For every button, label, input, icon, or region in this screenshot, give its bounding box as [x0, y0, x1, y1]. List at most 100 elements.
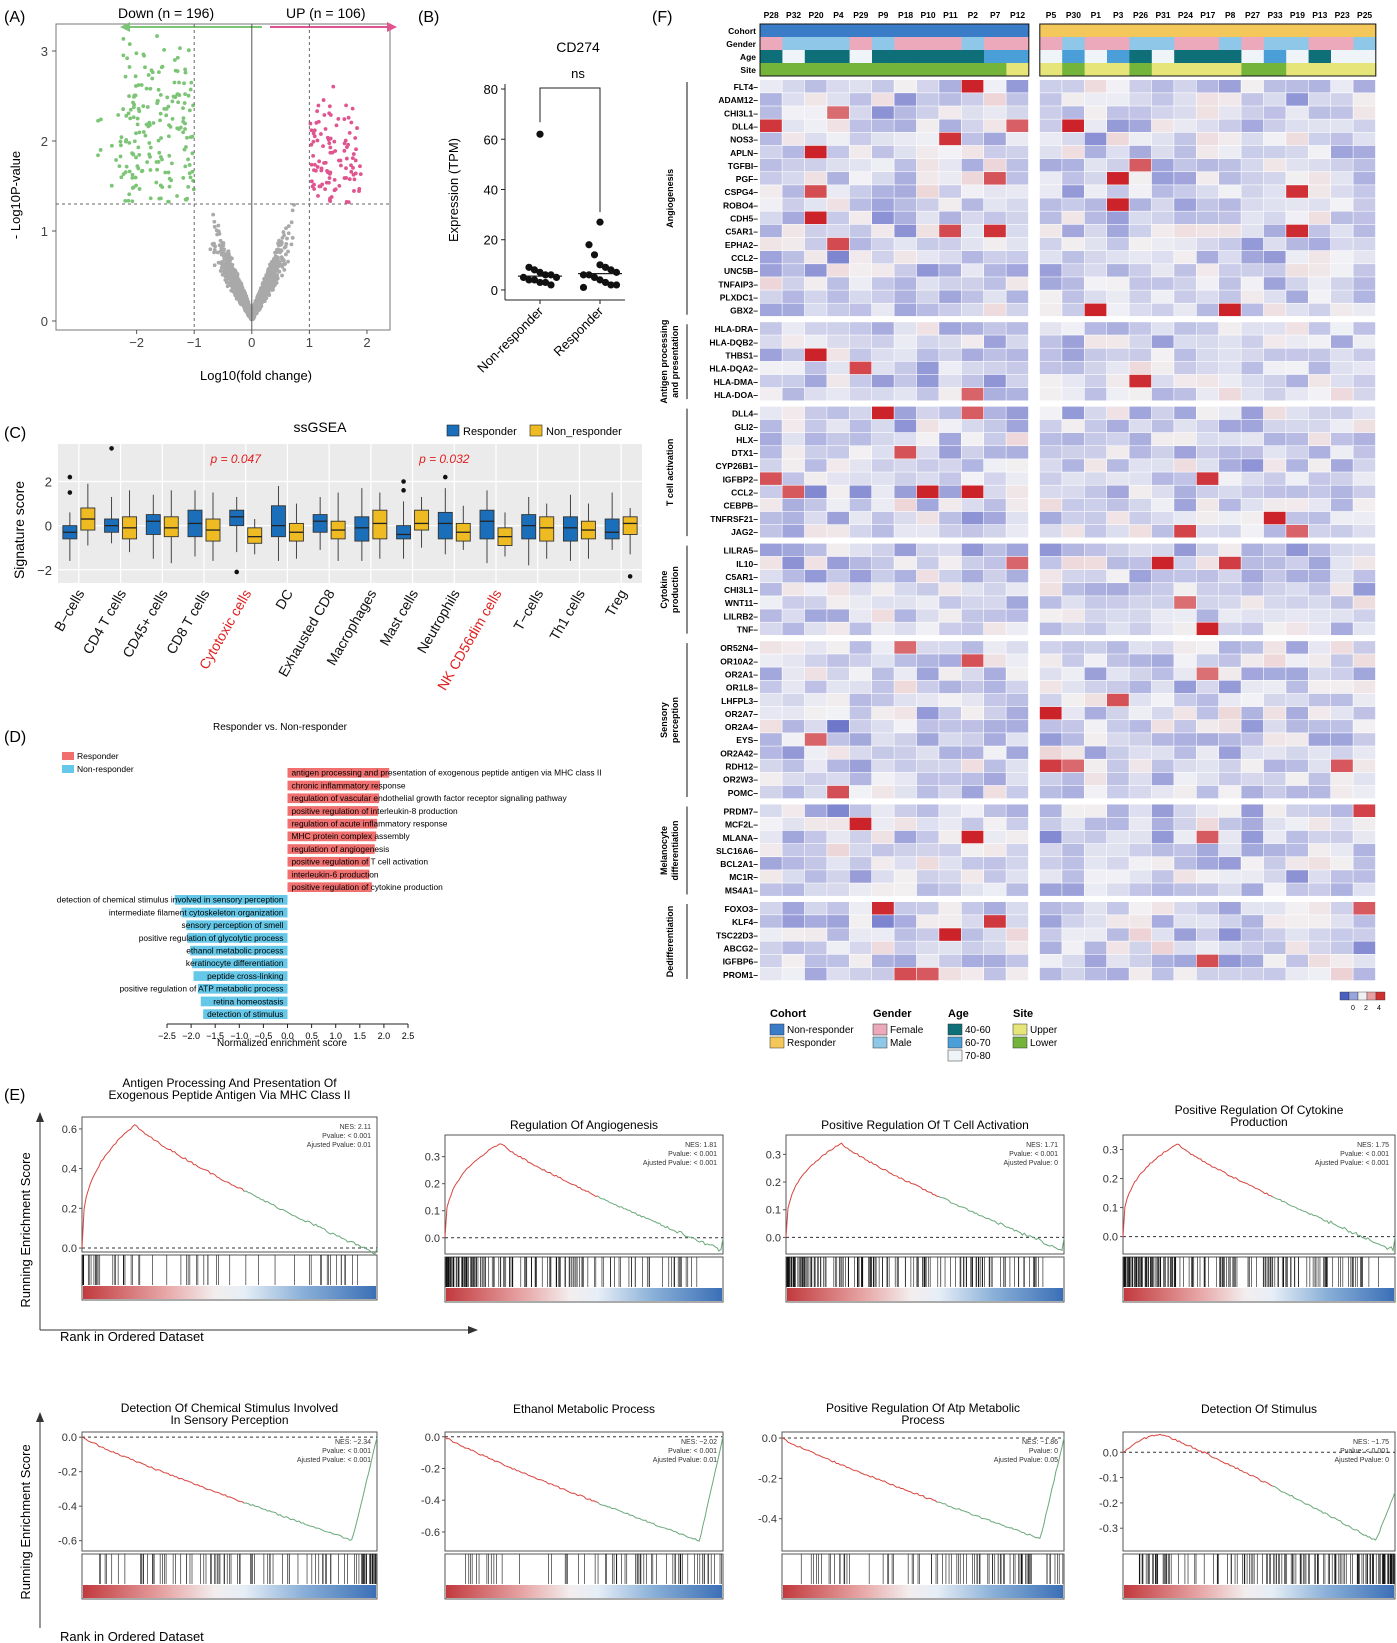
heatmap-cell: [1241, 335, 1264, 348]
heatmap-cell: [1219, 374, 1241, 388]
heatmap-cell: [1331, 569, 1353, 583]
heatmap-cell: [827, 641, 849, 654]
volcano-point-ns: [238, 295, 243, 300]
heatmap-cell: [1308, 277, 1331, 290]
volcano-x-tick-label: 1: [306, 335, 313, 350]
heatmap-cell: [1062, 857, 1084, 870]
heatmap-cell: [849, 145, 872, 159]
heatmap-cell: [1084, 387, 1107, 401]
heatmap-cell: [1353, 185, 1376, 198]
heatmap-cell: [1331, 198, 1353, 211]
volcano-point-down: [96, 153, 100, 158]
heatmap-cell: [939, 772, 961, 786]
heatmap-cell: [1196, 609, 1219, 622]
volcano-point-down: [134, 183, 139, 188]
heatmap-cell: [1353, 419, 1376, 433]
heatmap-cell: [827, 622, 849, 636]
heatmap-cell: [849, 622, 872, 636]
gsea-y-tick-label: -0.1: [1099, 1473, 1118, 1485]
heatmap-cell: [782, 641, 805, 654]
heatmap-cell: [1263, 667, 1286, 680]
volcano-point-down: [181, 130, 185, 135]
gene-label: SLC16A6–: [716, 846, 758, 856]
heatmap-cell: [1107, 237, 1129, 251]
ssgsea-category-label: B−cells: [51, 587, 88, 634]
heatmap-cell: [1151, 680, 1174, 694]
heatmap-cell: [1241, 667, 1264, 680]
heatmap-cell: [1006, 720, 1029, 733]
heatmap-cell: [1286, 250, 1308, 264]
gsea-rank-bar: [83, 1286, 376, 1299]
volcano-point-down: [137, 130, 142, 135]
gsea-stat: Pvalue: < 0.001: [668, 1151, 717, 1158]
heatmap-cell: [1353, 556, 1376, 570]
heatmap-cell: [1219, 654, 1241, 667]
volcano-point-ns: [225, 284, 230, 289]
heatmap-cell: [760, 543, 782, 557]
box-body: [396, 525, 412, 540]
heatmap-cell: [916, 654, 939, 667]
heatmap-cell: [849, 667, 872, 680]
annotation-cell: [1286, 24, 1310, 37]
heatmap-cell: [872, 622, 894, 636]
heatmap-cell: [984, 785, 1006, 799]
heatmap-cell: [1219, 543, 1241, 557]
annotation-cell: [1263, 50, 1287, 63]
gsea-y-tick-label: -0.2: [58, 1467, 77, 1479]
patient-label: P26: [1133, 10, 1148, 20]
box-body: [521, 514, 537, 540]
heatmap-cell: [1219, 706, 1241, 720]
heatmap-cell: [1263, 569, 1286, 583]
volcano-point-down: [167, 153, 172, 158]
heatmap-cell: [1039, 290, 1062, 303]
heatmap-cell: [782, 237, 805, 251]
annotation-cell: [1006, 63, 1030, 76]
heatmap-cell: [1353, 543, 1376, 557]
gene-label: MLANA–: [723, 833, 759, 843]
box-outlier: [109, 446, 114, 451]
heatmap-cell: [1263, 804, 1286, 817]
heatmap-cell: [872, 654, 894, 667]
heatmap-cell: [1006, 322, 1029, 335]
annotation-cell: [1308, 37, 1332, 50]
gene-label: PRDM7–: [724, 806, 759, 816]
heatmap-cell: [872, 132, 894, 146]
volcano-point-up: [333, 187, 338, 192]
volcano-point-ns: [225, 275, 230, 280]
heatmap-cell: [1219, 93, 1241, 106]
heatmap-cell: [916, 524, 939, 538]
heatmap-cell: [1331, 498, 1353, 512]
heatmap-cell: [1308, 361, 1331, 375]
gene-label: POMC–: [728, 788, 759, 798]
heatmap-cell: [1331, 322, 1353, 335]
heatmap-cell: [1174, 145, 1196, 159]
heatmap-cell: [961, 596, 984, 609]
heatmap-cell: [1196, 498, 1219, 512]
heatmap-cell: [1331, 746, 1353, 759]
heatmap-cell: [1107, 185, 1129, 198]
heatmap-cell: [1286, 569, 1308, 583]
annotation-row-label: Gender: [726, 39, 756, 49]
heatmap-cell: [760, 556, 782, 570]
heatmap-cell: [1196, 772, 1219, 786]
volcano-point-ns: [275, 255, 280, 260]
heatmap-cell: [849, 556, 872, 570]
volcano-point-down: [132, 93, 137, 98]
heatmap-cell: [1107, 680, 1129, 694]
volcano-point-down: [186, 48, 191, 53]
volcano-point-ns: [242, 289, 246, 294]
heatmap-cell: [1039, 277, 1062, 290]
annotation-cell: [872, 63, 895, 76]
gsea-y-tick-label: -0.4: [58, 1501, 77, 1513]
box-body: [539, 516, 555, 542]
heatmap-cell: [1331, 733, 1353, 746]
gene-label: CCL2–: [731, 488, 758, 498]
heatmap-cell: [1006, 804, 1029, 817]
annotation-cell: [760, 50, 783, 63]
heatmap-cell: [827, 498, 849, 512]
volcano-point-up: [321, 144, 325, 149]
annotation-cell: [961, 24, 985, 37]
volcano-point-ns: [269, 288, 274, 292]
heatmap-cell: [782, 772, 805, 786]
volcano-point-up: [309, 128, 314, 133]
